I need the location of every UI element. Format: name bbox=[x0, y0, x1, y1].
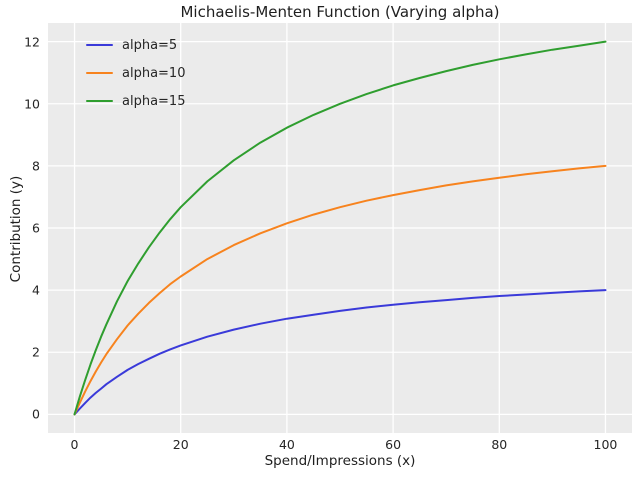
y-tick-label: 0 bbox=[32, 406, 40, 422]
x-tick-label: 80 bbox=[491, 437, 508, 452]
x-tick-label: 60 bbox=[385, 437, 402, 452]
legend-label: alpha=15 bbox=[122, 93, 186, 109]
legend-label: alpha=5 bbox=[122, 37, 178, 53]
x-tick-label: 40 bbox=[278, 437, 295, 452]
chart-title: Michaelis-Menten Function (Varying alpha… bbox=[180, 3, 500, 21]
legend-line-swatch bbox=[86, 99, 113, 103]
y-tick-label: 10 bbox=[24, 96, 40, 112]
legend: alpha=5 alpha=10 alpha=15 bbox=[86, 31, 185, 115]
legend-entry-alpha-10: alpha=10 bbox=[86, 59, 185, 87]
y-tick-label: 4 bbox=[32, 282, 40, 298]
x-tick-label: 0 bbox=[70, 437, 79, 452]
x-tick-label: 100 bbox=[593, 437, 618, 452]
x-axis-label: Spend/Impressions (x) bbox=[264, 453, 416, 469]
x-tick-label: 20 bbox=[172, 437, 189, 452]
series-line-alpha=5 bbox=[73, 289, 607, 416]
legend-label: alpha=10 bbox=[122, 65, 186, 81]
series-line-alpha=15 bbox=[73, 40, 607, 416]
legend-line-swatch bbox=[86, 43, 113, 47]
series-line-alpha=10 bbox=[73, 164, 607, 416]
y-axis-label: Contribution (y) bbox=[8, 175, 24, 283]
y-tick-label: 2 bbox=[32, 344, 40, 360]
y-tick-label: 6 bbox=[32, 220, 40, 236]
y-tick-label: 8 bbox=[32, 158, 40, 174]
y-tick-label: 12 bbox=[24, 34, 40, 50]
legend-entry-alpha-15: alpha=15 bbox=[86, 87, 185, 115]
legend-line-swatch bbox=[86, 71, 113, 75]
legend-entry-alpha-5: alpha=5 bbox=[86, 31, 185, 59]
